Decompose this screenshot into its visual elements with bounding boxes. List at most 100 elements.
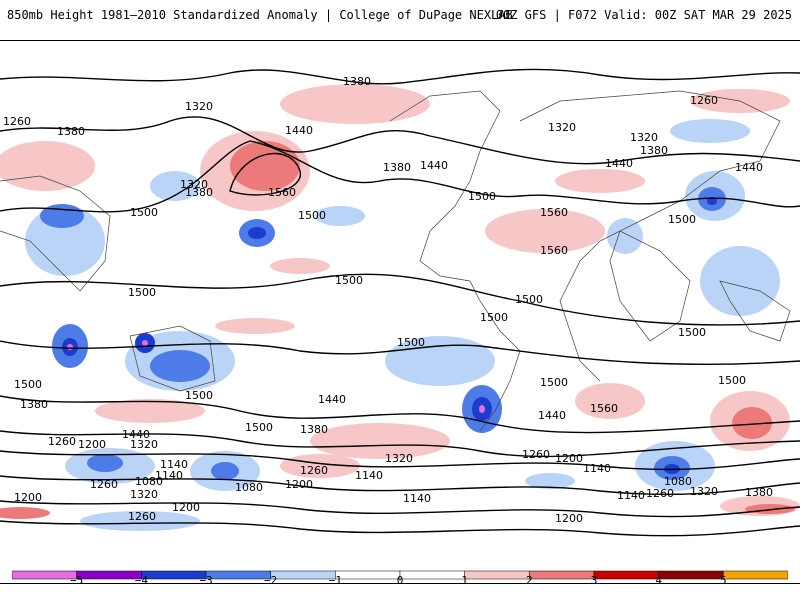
- color-scale-segment: [399, 570, 465, 580]
- anomaly-fill: [87, 454, 123, 472]
- color-scale-label: −2: [264, 574, 278, 587]
- contour-label: 1560: [540, 206, 568, 219]
- color-scale-label: −4: [134, 574, 148, 587]
- contour-label: 1380: [343, 75, 371, 88]
- anomaly-fill: [485, 209, 605, 253]
- anomaly-fill: [0, 507, 50, 519]
- contour-label: 1380: [383, 161, 411, 174]
- contour-label: 1500: [540, 376, 568, 389]
- contour-label: 1260: [3, 115, 31, 128]
- contour-label: 1440: [538, 409, 566, 422]
- color-scale-label: −1: [328, 574, 342, 587]
- color-scale-label: 5: [720, 574, 727, 587]
- color-scale-segment: [141, 570, 207, 580]
- contour-label: 1260: [128, 510, 156, 523]
- anomaly-fill: [211, 462, 239, 480]
- anomaly-fill: [95, 399, 205, 423]
- contour-label: 1320: [130, 438, 158, 451]
- contour-label: 1440: [605, 157, 633, 170]
- contour-line: [229, 152, 301, 196]
- contour-label: 1500: [245, 421, 273, 434]
- contour-label: 1500: [130, 206, 158, 219]
- map-title: 850mb Height 1981–2010 Standardized Anom…: [7, 8, 513, 22]
- contour-label: 1440: [735, 161, 763, 174]
- contour-label: 1320: [130, 488, 158, 501]
- anomaly-fill: [555, 169, 645, 193]
- color-scale-label: −5: [70, 574, 84, 587]
- anomaly-fill: [248, 227, 266, 239]
- contour-label: 1260: [646, 487, 674, 500]
- contour-line: [0, 450, 800, 471]
- contour-line: [0, 68, 800, 85]
- anomaly-fill: [142, 340, 148, 346]
- contour-label: 1320: [180, 178, 208, 191]
- contour-label: 1200: [14, 491, 42, 504]
- anomaly-fill: [270, 258, 330, 274]
- color-scale-segment: [205, 570, 271, 580]
- contour-label: 1380: [300, 423, 328, 436]
- color-scale-bar: [12, 570, 788, 580]
- anomaly-fill: [150, 350, 210, 382]
- contour-label: 1380: [185, 186, 213, 199]
- anomaly-fill: [732, 407, 772, 439]
- contour-line: [0, 140, 800, 213]
- contour-label: 1500: [718, 374, 746, 387]
- coastlines: [0, 90, 791, 432]
- contour-label: 1500: [298, 209, 326, 222]
- anomaly-fill: [280, 84, 430, 124]
- contour-line: [0, 475, 800, 496]
- contour-label: 1260: [48, 435, 76, 448]
- contour-label: 1320: [185, 100, 213, 113]
- anomaly-fill: [707, 197, 717, 205]
- color-scale-label: 3: [590, 574, 598, 587]
- contour-label: 1380: [745, 486, 773, 499]
- contour-label: 1500: [668, 213, 696, 226]
- contour-label: 1440: [122, 428, 150, 441]
- coastline: [129, 325, 216, 392]
- contour-line: [0, 116, 800, 165]
- contour-label: 1260: [690, 94, 718, 107]
- contour-line: [0, 340, 800, 365]
- color-scale-segment: [658, 570, 724, 580]
- color-scale-label: 4: [655, 574, 662, 587]
- contour-label: 1500: [468, 190, 496, 203]
- anomaly-fill: [280, 454, 360, 478]
- color-scale-segment: [723, 570, 788, 580]
- contour-label: 1500: [335, 274, 363, 287]
- contour-line: [0, 430, 800, 458]
- color-scale-segment: [593, 570, 659, 580]
- anomaly-fill: [670, 119, 750, 143]
- color-scale-label: −3: [199, 574, 213, 587]
- map-canvas: 1380 1320 1260 1380 1440 1560 1320 1380 …: [0, 68, 800, 537]
- anomaly-fill: [607, 218, 643, 254]
- contour-line: [0, 500, 800, 518]
- contour-label: 1320: [385, 452, 413, 465]
- coastline: [719, 280, 791, 342]
- color-scale-label: 1: [461, 574, 468, 587]
- contour-label: 1500: [14, 378, 42, 391]
- color-scale-segment: [76, 570, 142, 580]
- color-scale-segment: [270, 570, 336, 580]
- contour-label: 1440: [285, 124, 313, 137]
- contour-label: 1500: [515, 293, 543, 306]
- anomaly-fill: [40, 204, 84, 228]
- contour-label: 1200: [555, 452, 583, 465]
- coastline: [519, 90, 781, 382]
- anomaly-map: 1380 1320 1260 1380 1440 1560 1320 1380 …: [0, 40, 800, 584]
- anomaly-fill: [315, 206, 365, 226]
- anomaly-fill: [745, 504, 795, 514]
- contour-label: 1500: [185, 389, 213, 402]
- contour-label: 1320: [548, 121, 576, 134]
- anomaly-fill: [310, 423, 450, 459]
- contour-label: 1380: [640, 144, 668, 157]
- anomaly-fill: [67, 344, 73, 350]
- coastline: [389, 90, 521, 432]
- contour-label: 1440: [420, 159, 448, 172]
- contour-label: 1200: [78, 438, 106, 451]
- anomaly-fill: [479, 405, 485, 413]
- contour-label: 1260: [90, 478, 118, 491]
- height-contours: [0, 68, 800, 537]
- contour-label: 1560: [268, 186, 296, 199]
- color-scale-segment: [464, 570, 530, 580]
- contour-label: 1560: [540, 244, 568, 257]
